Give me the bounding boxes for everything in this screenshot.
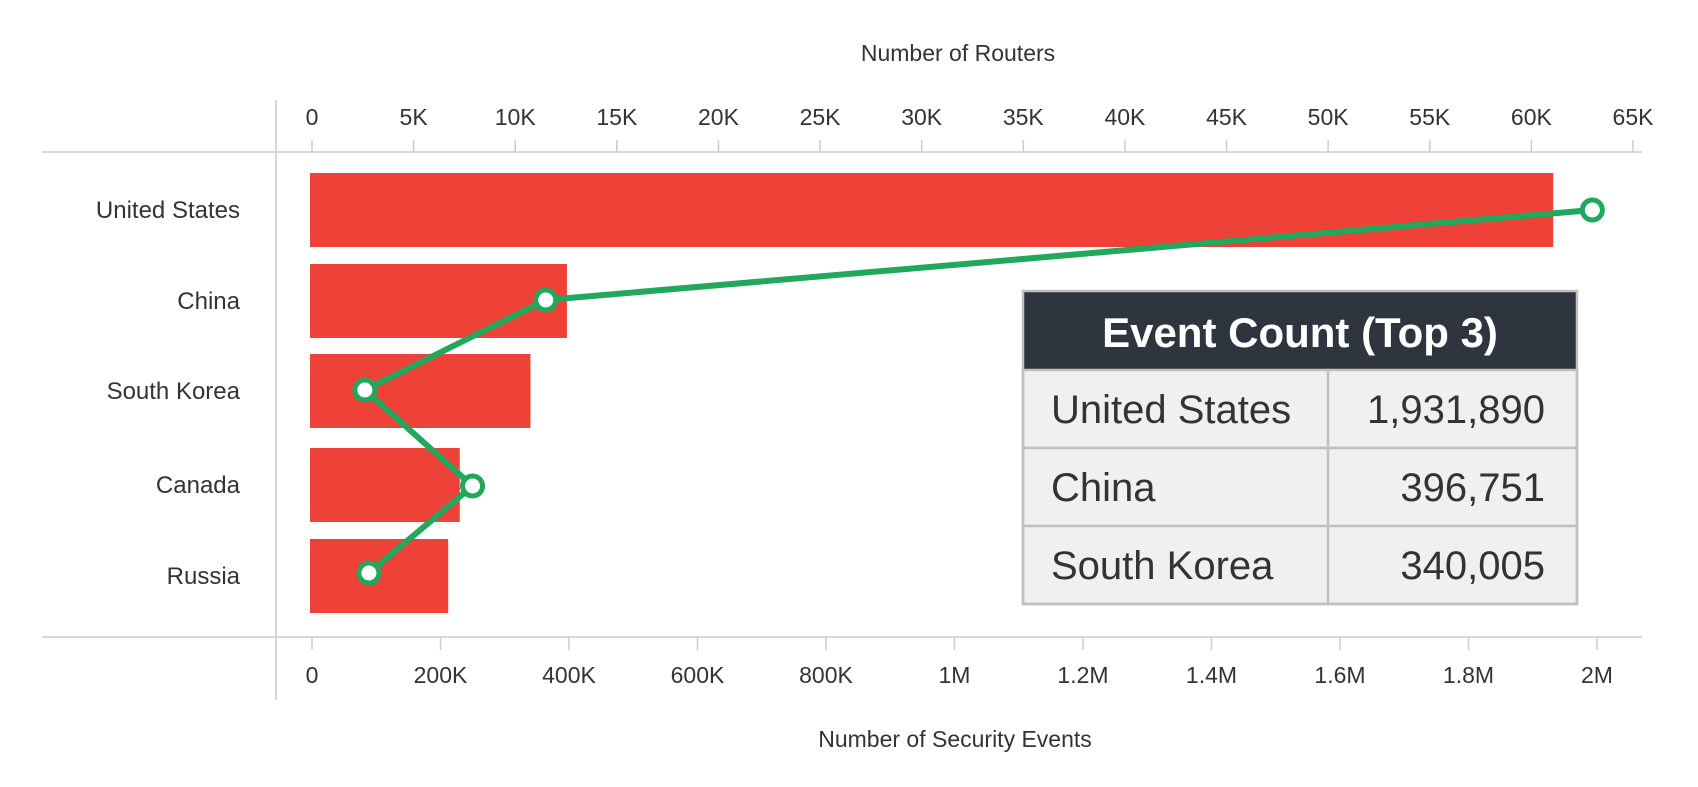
bottom-tick-label: 800K — [799, 662, 853, 688]
bottom-axis-ticks: 0 200K 400K 600K 800K 1M 1.2M 1.4M 1.6M 1.8M 2M — [306, 637, 1613, 688]
table-title: Event Count (Top 3) — [1102, 309, 1498, 356]
category-label: Canada — [156, 472, 241, 499]
top-axis-title: Number of Routers — [861, 40, 1055, 66]
bottom-tick-label: 1M — [939, 662, 971, 688]
table-count: 1,931,890 — [1367, 388, 1545, 432]
bottom-tick-label: 1.4M — [1186, 662, 1237, 688]
table-row — [1021, 368, 1579, 450]
top-tick-label: 55K — [1409, 104, 1451, 130]
top-tick-label: 50K — [1308, 104, 1350, 130]
bar-series — [310, 173, 1554, 613]
category-label: China — [177, 288, 240, 315]
table-border — [1021, 289, 1579, 606]
top-axis-ticks: 0 5K 10K 15K 20K 25K 30K 35K 40K 45K 50K 55K 60K 65K — [306, 104, 1655, 152]
bottom-tick-label: 2M — [1581, 662, 1613, 688]
top-tick-label: 0 — [306, 104, 319, 130]
bottom-tick-label: 600K — [671, 662, 725, 688]
top-tick-label: 45K — [1206, 104, 1248, 130]
line-point — [460, 473, 486, 499]
top-tick-label: 15K — [596, 104, 638, 130]
table-row — [1021, 524, 1579, 606]
bottom-tick-label: 1.8M — [1443, 662, 1494, 688]
table-header-bg — [1023, 291, 1577, 370]
bar — [310, 264, 567, 338]
bar — [310, 354, 531, 428]
line-point — [1579, 197, 1605, 223]
bottom-axis-title: Number of Security Events — [818, 726, 1092, 752]
table-country: South Korea — [1051, 544, 1274, 588]
bottom-tick-label: 1.6M — [1314, 662, 1365, 688]
table-count: 396,751 — [1400, 466, 1545, 510]
top-tick-label: 20K — [698, 104, 740, 130]
top-tick-label: 25K — [800, 104, 842, 130]
bar — [310, 448, 460, 522]
line-point — [533, 287, 559, 313]
line-series — [352, 197, 1605, 586]
top-tick-label: 40K — [1104, 104, 1146, 130]
bottom-tick-label: 1.2M — [1057, 662, 1108, 688]
top-tick-label: 5K — [400, 104, 429, 130]
table-count: 340,005 — [1400, 544, 1545, 588]
bottom-tick-label: 200K — [414, 662, 468, 688]
bottom-tick-label: 0 — [306, 662, 319, 688]
line-point — [352, 377, 378, 403]
table-country: United States — [1051, 388, 1291, 432]
table-rows: United States 1,931,890 China 396,751 South … — [1021, 289, 1579, 606]
category-label: South Korea — [107, 378, 241, 405]
category-label: United States — [96, 197, 240, 224]
category-labels: United States China South Korea Canada Russi… — [96, 197, 241, 590]
table-country: China — [1051, 466, 1156, 510]
top-tick-label: 30K — [901, 104, 943, 130]
category-label: Russia — [167, 563, 241, 590]
top-tick-label: 65K — [1613, 104, 1655, 130]
bottom-tick-label: 400K — [542, 662, 596, 688]
line-point — [356, 560, 382, 586]
top-tick-label: 60K — [1511, 104, 1553, 130]
top-tick-label: 10K — [495, 104, 537, 130]
event-count-table: Event Count (Top 3) United States 1,931,8… — [1021, 289, 1579, 606]
bar — [310, 173, 1554, 247]
top-tick-label: 35K — [1003, 104, 1045, 130]
